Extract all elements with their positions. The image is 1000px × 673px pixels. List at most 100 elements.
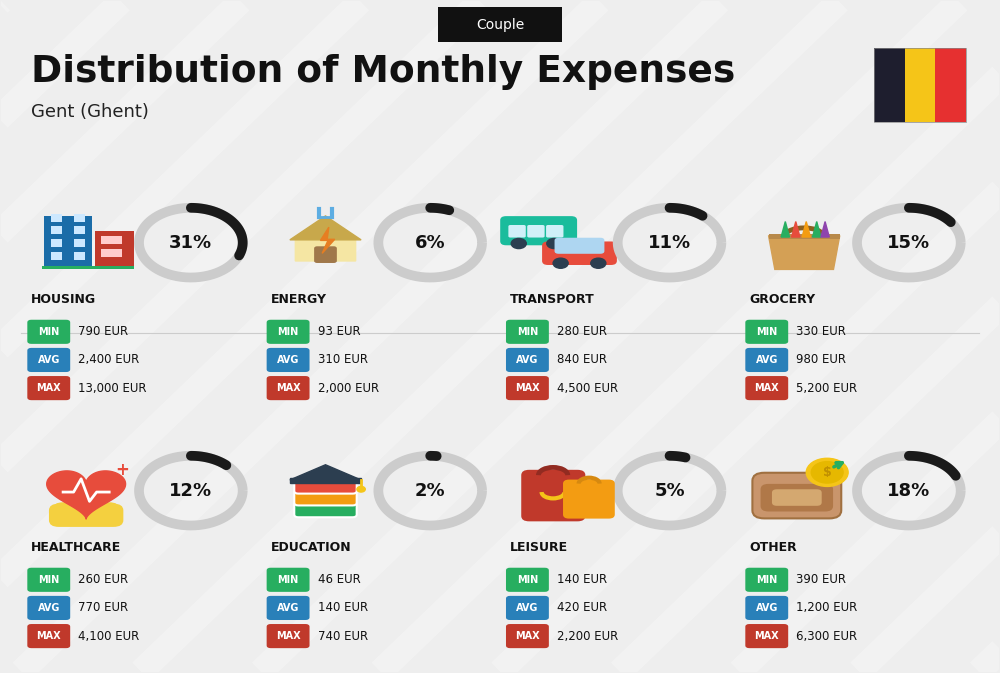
Text: 840 EUR: 840 EUR (557, 353, 607, 367)
Text: MIN: MIN (38, 575, 59, 585)
FancyBboxPatch shape (27, 568, 70, 592)
Text: MAX: MAX (515, 383, 540, 393)
Text: 2%: 2% (415, 482, 446, 499)
Text: 2,200 EUR: 2,200 EUR (557, 629, 618, 643)
Text: MIN: MIN (517, 327, 538, 336)
Text: +: + (115, 460, 129, 479)
FancyBboxPatch shape (745, 376, 788, 400)
FancyBboxPatch shape (745, 348, 788, 372)
FancyBboxPatch shape (506, 568, 549, 592)
Circle shape (357, 487, 365, 492)
Text: AVG: AVG (38, 603, 60, 613)
Text: AVG: AVG (277, 603, 299, 613)
FancyBboxPatch shape (542, 242, 617, 265)
Text: 93 EUR: 93 EUR (318, 325, 360, 339)
Polygon shape (769, 236, 840, 269)
FancyBboxPatch shape (27, 624, 70, 648)
Text: TRANSPORT: TRANSPORT (510, 293, 595, 306)
Text: 15%: 15% (887, 234, 930, 252)
FancyBboxPatch shape (500, 216, 577, 245)
Text: 11%: 11% (648, 234, 691, 252)
Text: MAX: MAX (754, 631, 779, 641)
Text: Distribution of Monthly Expenses: Distribution of Monthly Expenses (31, 54, 736, 90)
FancyBboxPatch shape (769, 234, 840, 240)
FancyBboxPatch shape (74, 252, 85, 260)
Polygon shape (290, 216, 361, 240)
Circle shape (511, 238, 526, 248)
FancyBboxPatch shape (101, 249, 122, 256)
Text: MIN: MIN (756, 327, 777, 336)
Text: 310 EUR: 310 EUR (318, 353, 368, 367)
Text: 140 EUR: 140 EUR (318, 602, 368, 614)
FancyBboxPatch shape (745, 596, 788, 620)
Text: GROCERY: GROCERY (749, 293, 815, 306)
Text: 140 EUR: 140 EUR (557, 573, 607, 586)
FancyBboxPatch shape (74, 213, 85, 221)
Text: MAX: MAX (36, 631, 61, 641)
Text: 31%: 31% (169, 234, 212, 252)
FancyBboxPatch shape (506, 624, 549, 648)
Text: LEISURE: LEISURE (510, 541, 568, 554)
FancyBboxPatch shape (294, 478, 357, 493)
Text: AVG: AVG (756, 355, 778, 365)
Text: Couple: Couple (476, 18, 524, 32)
Text: 46 EUR: 46 EUR (318, 573, 360, 586)
Polygon shape (295, 219, 356, 261)
Text: AVG: AVG (516, 355, 539, 365)
Text: 790 EUR: 790 EUR (78, 325, 128, 339)
Polygon shape (290, 478, 361, 483)
Text: MIN: MIN (38, 327, 59, 336)
FancyBboxPatch shape (772, 489, 822, 506)
FancyBboxPatch shape (49, 503, 123, 527)
Polygon shape (792, 221, 800, 237)
FancyBboxPatch shape (51, 252, 62, 260)
Text: $: $ (823, 466, 832, 479)
FancyBboxPatch shape (761, 484, 833, 511)
Text: AVG: AVG (38, 355, 60, 365)
Text: ENERGY: ENERGY (271, 293, 327, 306)
FancyBboxPatch shape (294, 490, 357, 505)
FancyBboxPatch shape (51, 226, 62, 234)
Text: OTHER: OTHER (749, 541, 797, 554)
Circle shape (553, 258, 568, 269)
FancyBboxPatch shape (27, 376, 70, 400)
FancyBboxPatch shape (27, 320, 70, 344)
Text: MIN: MIN (277, 327, 299, 336)
FancyBboxPatch shape (905, 48, 935, 122)
Circle shape (811, 462, 843, 483)
FancyBboxPatch shape (546, 225, 563, 238)
FancyBboxPatch shape (27, 596, 70, 620)
Text: AVG: AVG (277, 355, 299, 365)
Circle shape (547, 238, 562, 248)
FancyBboxPatch shape (438, 7, 562, 42)
Text: 12%: 12% (169, 482, 212, 499)
Text: MIN: MIN (756, 575, 777, 585)
Polygon shape (47, 471, 126, 519)
Text: Gent (Ghent): Gent (Ghent) (31, 103, 149, 121)
Circle shape (806, 458, 848, 487)
FancyBboxPatch shape (294, 502, 357, 518)
Text: 740 EUR: 740 EUR (318, 629, 368, 643)
Text: HEALTHCARE: HEALTHCARE (31, 541, 122, 554)
Text: 4,100 EUR: 4,100 EUR (78, 629, 139, 643)
FancyBboxPatch shape (506, 320, 549, 344)
FancyBboxPatch shape (101, 236, 122, 244)
Text: 2,400 EUR: 2,400 EUR (78, 353, 139, 367)
FancyBboxPatch shape (74, 239, 85, 247)
FancyBboxPatch shape (53, 502, 119, 522)
FancyBboxPatch shape (51, 239, 62, 247)
Polygon shape (813, 221, 821, 237)
Text: 6%: 6% (415, 234, 446, 252)
Polygon shape (802, 221, 810, 237)
Text: 980 EUR: 980 EUR (796, 353, 846, 367)
Polygon shape (821, 221, 829, 237)
Text: 260 EUR: 260 EUR (78, 573, 128, 586)
Text: 5,200 EUR: 5,200 EUR (796, 382, 857, 394)
FancyBboxPatch shape (44, 216, 92, 268)
FancyBboxPatch shape (506, 348, 549, 372)
FancyBboxPatch shape (267, 568, 310, 592)
FancyBboxPatch shape (745, 624, 788, 648)
FancyBboxPatch shape (95, 232, 134, 268)
Text: MAX: MAX (36, 383, 61, 393)
Text: HOUSING: HOUSING (31, 293, 96, 306)
